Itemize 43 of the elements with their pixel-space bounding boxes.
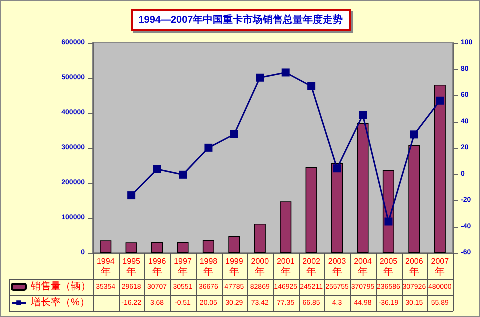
bar	[434, 85, 446, 253]
bar	[408, 145, 420, 253]
point	[436, 96, 444, 105]
x-tick-label: 1997年	[174, 257, 192, 278]
legend-label: 增长率（%）	[30, 296, 90, 308]
bar	[254, 224, 266, 253]
x-tick-label: 1996年	[148, 257, 167, 278]
x-tick-label: 2007年	[431, 257, 450, 278]
point	[410, 130, 418, 139]
x-tick-label: 1995年	[122, 257, 142, 278]
bar	[177, 242, 189, 253]
x-tick-label: 2005年	[380, 257, 398, 278]
point	[153, 165, 162, 174]
legend-label: 销售量（辆）	[30, 280, 91, 292]
point	[333, 164, 342, 173]
x-tick-label: 1994年	[96, 257, 116, 278]
point	[308, 82, 316, 91]
point	[128, 192, 136, 200]
chart-title: 1994—2007年中国重卡市场销售总量年度走势	[130, 9, 352, 31]
point	[359, 111, 367, 120]
bar	[228, 236, 240, 253]
point	[179, 170, 187, 179]
x-tick-label: 2000年	[251, 257, 270, 278]
point	[256, 74, 264, 82]
bar	[332, 163, 344, 253]
bar	[280, 202, 292, 253]
x-tick-label: 1999年	[226, 257, 244, 278]
point	[384, 218, 393, 226]
bar	[100, 240, 112, 253]
bar	[202, 240, 214, 253]
bar	[126, 242, 138, 253]
point	[204, 144, 213, 152]
bar	[152, 242, 164, 253]
bar	[357, 123, 369, 253]
bar	[306, 167, 318, 253]
x-tick-label: 2004年	[354, 257, 372, 278]
x-tick-label: 2003年	[328, 257, 347, 278]
x-tick-label: 2006年	[406, 257, 424, 278]
point	[282, 68, 290, 77]
x-tick-label: 2001年	[276, 257, 296, 278]
point	[230, 130, 238, 138]
x-tick-label: 2002年	[302, 257, 322, 278]
x-tick-label: 1998年	[200, 257, 218, 278]
